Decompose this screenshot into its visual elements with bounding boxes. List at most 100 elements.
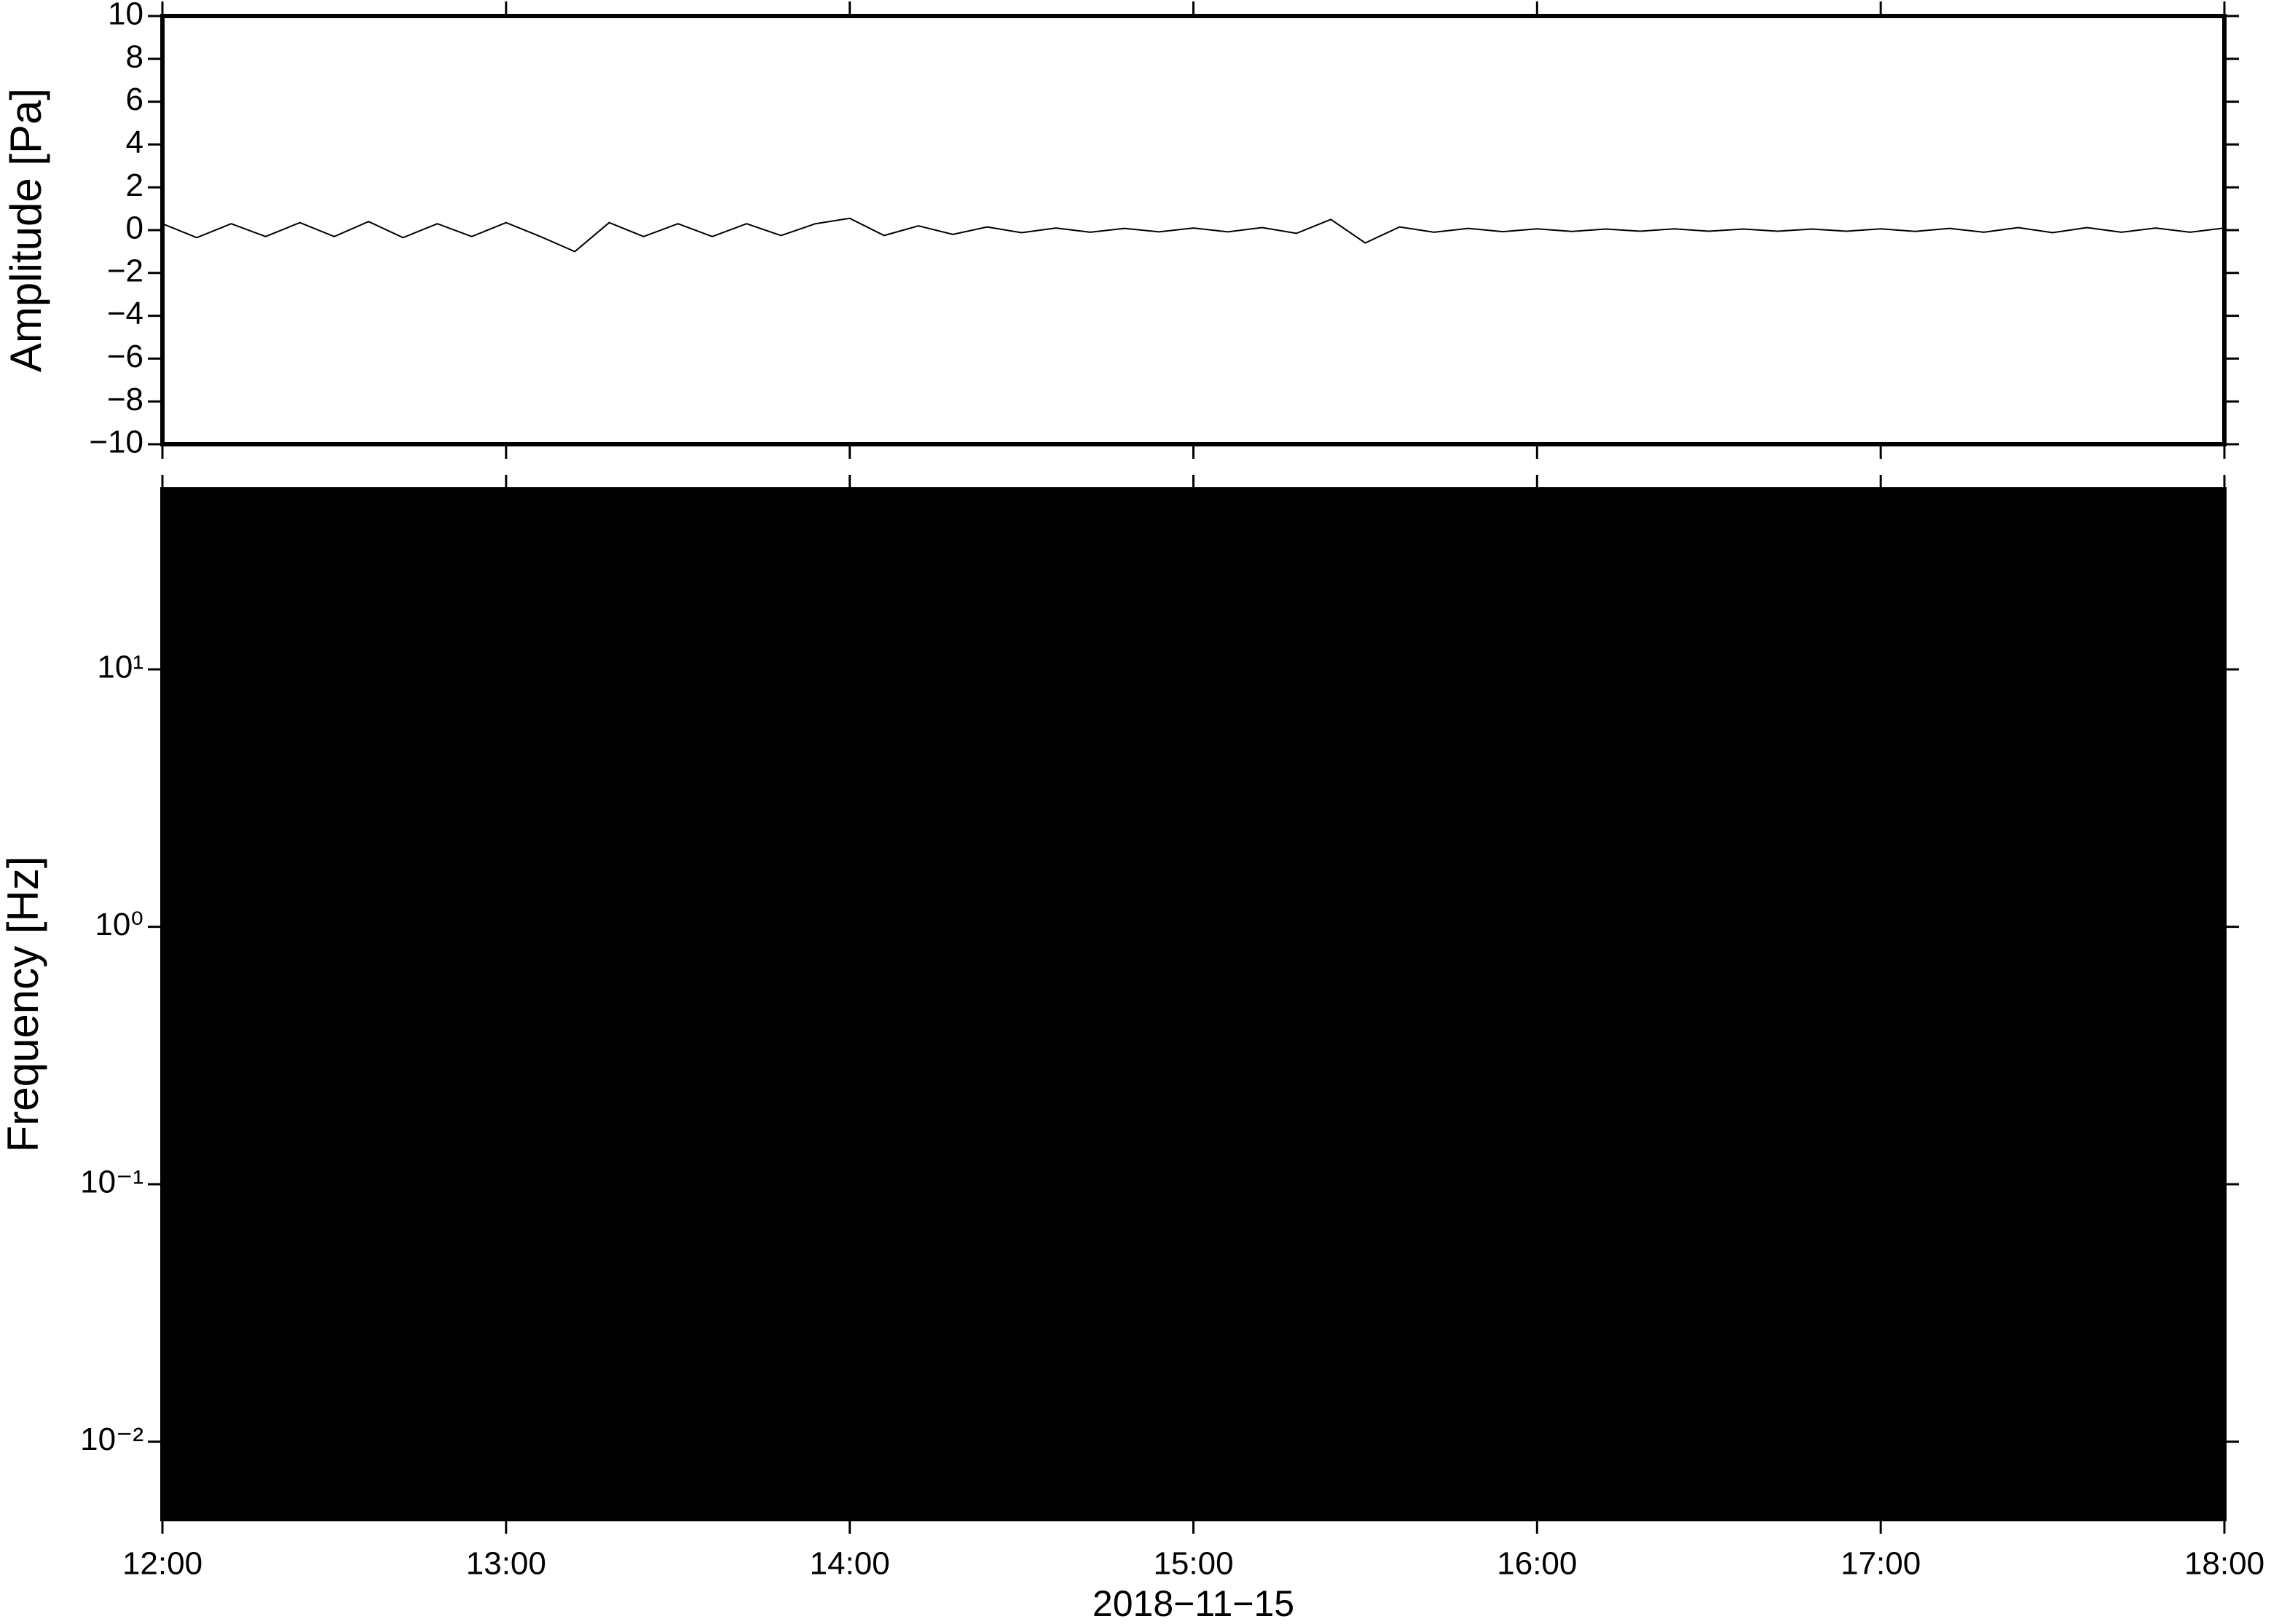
- spectrogram-cell: [1451, 1364, 1538, 1443]
- spectrogram-cell: [2138, 1106, 2225, 1185]
- spectrogram-cell: [1107, 849, 1194, 928]
- spectrogram-cell: [1709, 926, 1795, 1005]
- spectrogram-cell: [849, 1004, 937, 1108]
- spectrogram-cell: [763, 1364, 851, 1443]
- spectrogram-cell: [677, 591, 765, 670]
- spectrogram-cell: [1795, 489, 1881, 593]
- spectrogram-cell: [1279, 489, 1366, 593]
- spectrogram-cell: [935, 1261, 1023, 1365]
- spectrogram-cell: [248, 1261, 335, 1365]
- spectrogram-cell: [1193, 489, 1280, 593]
- spectrogram-cell: [1365, 1261, 1452, 1365]
- spectrogram-cell: [162, 1184, 249, 1262]
- spectrogram-cell: [1451, 489, 1538, 593]
- spectrogram-cell: [162, 1261, 249, 1365]
- spectrogram-cell: [248, 1004, 335, 1108]
- spectrogram-cell: [1709, 669, 1795, 747]
- spectrogram-cell: [1795, 1106, 1881, 1185]
- spectrogram-cell: [1365, 1004, 1452, 1108]
- spectrogram-cell: [162, 669, 249, 747]
- spectrogram-cell: [505, 489, 593, 593]
- spectrogram-cell: [1365, 1364, 1452, 1443]
- spectrogram-cell: [677, 1106, 765, 1185]
- spectrogram-cell: [935, 1184, 1023, 1262]
- spectrogram-cell: [1365, 1441, 1452, 1520]
- spectrogram-cell: [2138, 591, 2225, 670]
- spectrogram-cell: [1193, 1184, 1280, 1262]
- spectrogram-cell: [591, 1106, 679, 1185]
- spectrogram-cell: [1365, 1184, 1452, 1262]
- spectrogram-cell: [677, 669, 765, 747]
- spectrogram-cell: [1021, 1004, 1109, 1108]
- spectrogram-cell: [1193, 1261, 1280, 1365]
- spectrogram-cell: [1107, 1261, 1194, 1365]
- spectrogram-cell: [1107, 489, 1194, 593]
- spectrogram-cell: [1451, 591, 1538, 670]
- spectrogram-cell: [1709, 1106, 1795, 1185]
- spectrogram-cell: [1193, 1364, 1280, 1443]
- spectrogram-cell: [1107, 591, 1194, 670]
- spectrogram-cell: [591, 1184, 679, 1262]
- spectrogram-cell: [591, 849, 679, 928]
- spectrogram-cell: [2138, 1184, 2225, 1262]
- spectrogram-cell: [2052, 746, 2139, 850]
- spectrogram-cell: [1279, 1106, 1366, 1185]
- spectrogram-cell: [1881, 746, 1967, 850]
- spectrogram-cell: [1623, 489, 1709, 593]
- spectrogram-cell: [420, 849, 507, 928]
- spectrogram-cell: [1881, 669, 1967, 747]
- spectrogram-cell: [162, 926, 249, 1005]
- spectrogram-cell: [1623, 926, 1709, 1005]
- spectrogram-cell: [1709, 591, 1795, 670]
- spectrogram-cell: [1795, 1261, 1881, 1365]
- spectrogram-cell: [334, 849, 421, 928]
- spectrogram-cell: [1623, 1441, 1709, 1520]
- spectrogram-cell: [1451, 926, 1538, 1005]
- spectrogram-cell: [1451, 669, 1538, 747]
- x-tick-label: 14:00: [810, 1546, 890, 1582]
- spectrogram-cell: [935, 1364, 1023, 1443]
- y-axis-label: Amplitude [Pa]: [1, 88, 50, 372]
- spectrogram-cell: [935, 489, 1023, 593]
- spectrogram-cell: [591, 1364, 679, 1443]
- spectrogram-cell: [1881, 849, 1967, 928]
- spectrogram-cell: [1279, 849, 1366, 928]
- spectrogram-cell: [1537, 489, 1623, 593]
- spectrogram-cell: [1881, 591, 1967, 670]
- spectrogram-cell: [1279, 1364, 1366, 1443]
- spectrogram-cell: [1451, 1184, 1538, 1262]
- spectrogram-cell: [1623, 746, 1709, 850]
- spectrogram-cell: [763, 746, 851, 850]
- spectrogram-cell: [1107, 669, 1194, 747]
- y-tick-label: 8: [126, 39, 143, 74]
- spectrogram-cell: [1279, 1004, 1366, 1108]
- spectrogram-cell: [2052, 1004, 2139, 1108]
- spectrogram-cell: [1365, 849, 1452, 928]
- spectrogram-cell: [162, 1106, 249, 1185]
- spectrogram-cell: [2138, 1441, 2225, 1520]
- spectrogram-cell: [1967, 746, 2053, 850]
- spectrogram-cell: [1537, 746, 1623, 850]
- spectrogram-cell: [2138, 1004, 2225, 1108]
- spectrogram-cell: [935, 669, 1023, 747]
- spectrogram-cell: [1537, 1261, 1623, 1365]
- spectrogram-cell: [334, 1364, 421, 1443]
- spectrogram-cell: [1967, 1261, 2053, 1365]
- spectrogram-cell: [1795, 1441, 1881, 1520]
- spectrogram-cell: [935, 591, 1023, 670]
- spectrogram-cell: [2052, 591, 2139, 670]
- spectrogram-cell: [1021, 849, 1109, 928]
- spectrogram-cell: [677, 1364, 765, 1443]
- spectrogram-cell: [849, 669, 937, 747]
- spectrogram-cell: [1451, 1004, 1538, 1108]
- spectrogram-cell: [2138, 926, 2225, 1005]
- spectrogram-cell: [677, 1004, 765, 1108]
- spectrogram-cell: [1279, 926, 1366, 1005]
- spectrogram-cell: [162, 1004, 249, 1108]
- spectrogram-cell: [505, 1441, 593, 1520]
- x-tick-label: 12:00: [122, 1546, 202, 1582]
- spectrogram-cell: [334, 1106, 421, 1185]
- spectrogram-cell: [1623, 1184, 1709, 1262]
- spectrogram-cell: [591, 1261, 679, 1365]
- spectrogram-cell: [1537, 849, 1623, 928]
